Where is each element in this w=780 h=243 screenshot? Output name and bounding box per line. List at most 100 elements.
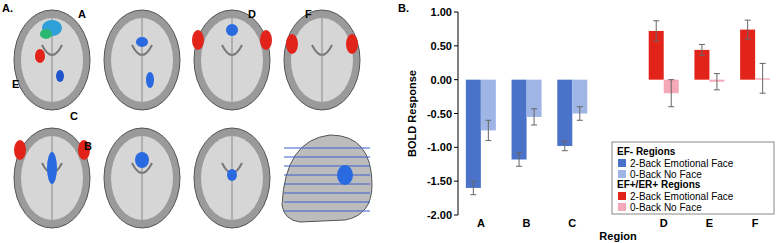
brain-matter <box>291 18 353 102</box>
legend-swatch <box>618 159 626 167</box>
x-tick-label: A <box>477 217 485 229</box>
x-tick-label: C <box>568 217 576 229</box>
brain-slice <box>14 10 90 110</box>
error-cap <box>699 44 705 45</box>
sagittal-slice <box>282 135 372 222</box>
error-line <box>579 107 580 121</box>
error-cap <box>653 20 659 21</box>
error-cap <box>470 194 476 195</box>
midline <box>142 136 143 220</box>
bar <box>466 80 481 188</box>
brain-slice <box>104 10 180 110</box>
brain-slice <box>104 128 180 228</box>
brain-matter <box>111 136 173 220</box>
legend-entry: 2-Back Emotional Face <box>630 191 734 202</box>
error-cap <box>668 106 674 107</box>
legend-swatch <box>618 170 626 178</box>
error-cap <box>760 93 766 94</box>
error-bar <box>577 107 583 121</box>
error-cap <box>531 125 537 126</box>
brain-matter <box>201 136 263 220</box>
activation-blob <box>337 165 353 185</box>
error-cap <box>760 63 766 64</box>
error-cap <box>714 89 720 90</box>
legend-group-title: EF- Regions <box>617 146 676 157</box>
error-cap <box>562 141 568 142</box>
panel-label: A. <box>2 2 13 14</box>
error-cap <box>577 106 583 107</box>
y-tick <box>454 113 458 114</box>
error-cap <box>562 150 568 151</box>
activation-blob <box>260 30 272 50</box>
error-cap <box>516 152 522 153</box>
activation-blob <box>47 152 57 184</box>
y-tick-label: -1.50 <box>427 175 452 187</box>
activation-blob <box>136 37 148 47</box>
y-axis-label: BOLD Response <box>406 70 418 157</box>
error-bar <box>531 109 537 125</box>
activation-blob <box>56 70 64 82</box>
x-tick-label: F <box>752 217 759 229</box>
error-line <box>519 153 520 167</box>
activation-blob <box>14 140 26 160</box>
error-cap <box>653 41 659 42</box>
error-cap <box>714 73 720 74</box>
error-cap <box>516 166 522 167</box>
brain-matter <box>201 18 263 102</box>
activation-blob <box>192 30 204 50</box>
panel-label: B. <box>398 2 409 14</box>
slice-line <box>284 147 370 148</box>
error-line <box>473 181 474 195</box>
brain-slice <box>284 10 360 110</box>
slice-line <box>284 201 370 202</box>
slice-line <box>284 174 370 175</box>
error-bar <box>745 20 751 39</box>
legend: EF- Regions2-Back Emotional Face0-Back N… <box>612 142 774 214</box>
error-bar <box>562 141 568 150</box>
error-bar <box>714 74 720 90</box>
midline <box>142 18 143 102</box>
error-bar <box>699 44 705 55</box>
y-tick-label: 0.50 <box>431 40 452 52</box>
activation-blob <box>286 34 298 54</box>
error-bar <box>516 153 522 167</box>
error-cap <box>699 55 705 56</box>
legend-swatch <box>618 203 626 211</box>
legend-group-title: EF+/ER+ Regions <box>617 179 701 190</box>
y-tick-label: 1.00 <box>431 6 452 18</box>
brain-matter <box>21 18 83 102</box>
region-label: C <box>70 110 78 122</box>
figure: ABCDEFA.B.1.000.500.00-0.50-1.00-1.50-2.… <box>0 0 780 243</box>
y-tick-label: -1.00 <box>427 141 452 153</box>
activation-blob <box>146 72 154 88</box>
error-bar <box>485 120 491 140</box>
error-cap <box>485 140 491 141</box>
error-bar <box>668 80 674 107</box>
y-tick-label: -2.00 <box>427 209 452 221</box>
slice-line <box>284 156 370 157</box>
x-tick-label: E <box>706 217 713 229</box>
activation-blob <box>135 152 149 168</box>
error-bar <box>760 63 766 93</box>
slice-line <box>284 183 370 184</box>
error-line <box>671 80 672 107</box>
error-line <box>534 109 535 125</box>
error-cap <box>470 181 476 182</box>
brain-matter <box>21 136 83 220</box>
error-line <box>488 120 489 140</box>
error-line <box>716 74 717 90</box>
y-tick <box>454 79 458 80</box>
y-tick-label: 0.00 <box>431 74 452 86</box>
brain-matter <box>111 18 173 102</box>
error-cap <box>485 120 491 121</box>
activation-blob <box>346 34 358 54</box>
error-line <box>656 21 657 41</box>
brain-slice <box>14 128 90 228</box>
slice-line <box>284 210 370 211</box>
x-tick-label: D <box>660 217 668 229</box>
region-label: A <box>78 8 86 20</box>
error-cap <box>668 79 674 80</box>
error-line <box>762 63 763 93</box>
bar <box>557 80 572 146</box>
legend-box <box>612 142 774 214</box>
